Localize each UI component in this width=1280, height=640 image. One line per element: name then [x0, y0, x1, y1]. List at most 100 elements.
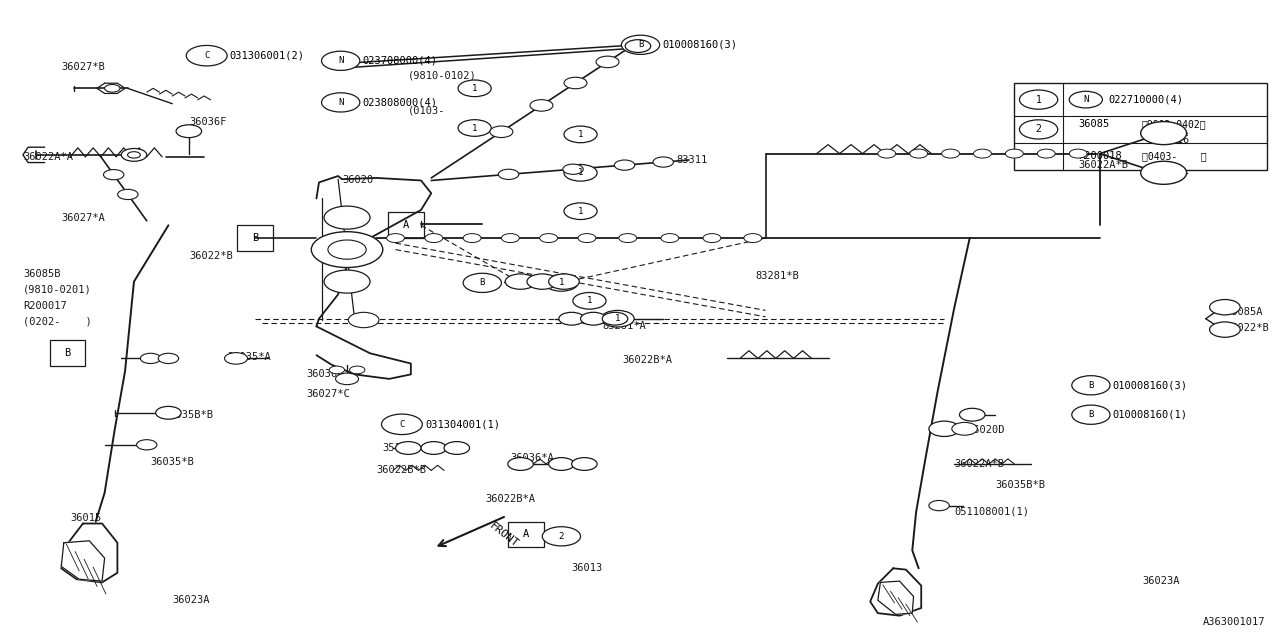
Text: 022710000(4): 022710000(4) — [1108, 95, 1184, 104]
Circle shape — [348, 312, 379, 328]
Text: B: B — [480, 278, 485, 287]
Text: 1: 1 — [559, 278, 564, 287]
Text: 35165A: 35165A — [383, 443, 420, 453]
Text: 010008160(3): 010008160(3) — [1112, 380, 1188, 390]
Circle shape — [187, 45, 227, 66]
Circle shape — [104, 170, 124, 180]
Circle shape — [137, 440, 157, 450]
Circle shape — [579, 234, 596, 243]
Circle shape — [506, 274, 536, 289]
Circle shape — [105, 84, 120, 92]
Text: 023808000(4): 023808000(4) — [362, 97, 438, 108]
Circle shape — [545, 275, 579, 291]
Circle shape — [321, 93, 360, 112]
Text: (9810-0201): (9810-0201) — [23, 285, 92, 295]
Text: 36022B*A: 36022B*A — [485, 494, 535, 504]
Circle shape — [381, 414, 422, 435]
Text: 1: 1 — [577, 168, 584, 177]
Text: C: C — [399, 420, 404, 429]
Circle shape — [1071, 405, 1110, 424]
Circle shape — [929, 421, 960, 436]
Bar — [50, 340, 86, 366]
Circle shape — [1140, 161, 1187, 184]
Text: 023708000(4): 023708000(4) — [362, 56, 438, 66]
Text: 36035*B: 36035*B — [151, 457, 195, 467]
Text: 051108001(1): 051108001(1) — [955, 507, 1029, 517]
Circle shape — [458, 80, 492, 97]
Circle shape — [1069, 149, 1087, 158]
Text: N: N — [338, 98, 343, 107]
Text: 016510250(1): 016510250(1) — [504, 278, 579, 288]
Text: 1: 1 — [577, 130, 584, 139]
Text: 36015: 36015 — [70, 513, 101, 524]
Circle shape — [159, 353, 179, 364]
Circle shape — [1210, 300, 1240, 315]
Text: 2: 2 — [559, 532, 564, 541]
Text: 1: 1 — [577, 207, 584, 216]
Circle shape — [349, 366, 365, 374]
Circle shape — [559, 312, 585, 325]
Text: 1: 1 — [472, 84, 477, 93]
Text: 36016: 36016 — [1158, 134, 1190, 145]
Circle shape — [878, 149, 896, 158]
Circle shape — [564, 77, 588, 89]
Text: R200018: R200018 — [1078, 151, 1121, 161]
Circle shape — [549, 458, 575, 470]
Circle shape — [530, 100, 553, 111]
Text: C: C — [204, 51, 210, 60]
Circle shape — [324, 206, 370, 229]
Circle shape — [156, 406, 182, 419]
Text: 36036*A: 36036*A — [511, 452, 554, 463]
Text: 36027*C: 36027*C — [306, 388, 349, 399]
Circle shape — [564, 164, 598, 181]
Text: N: N — [1083, 95, 1088, 104]
Text: 010008160(3): 010008160(3) — [662, 40, 737, 50]
Circle shape — [1210, 322, 1240, 337]
Text: 36023A: 36023A — [173, 595, 210, 605]
Text: 1: 1 — [472, 124, 477, 132]
Circle shape — [224, 353, 247, 364]
Text: 1: 1 — [614, 314, 621, 323]
Circle shape — [328, 240, 366, 259]
Circle shape — [929, 500, 950, 511]
Text: 36022A*A: 36022A*A — [23, 152, 73, 162]
Circle shape — [141, 353, 161, 364]
Circle shape — [1071, 376, 1110, 395]
Text: 2: 2 — [1036, 124, 1042, 134]
Text: R200017: R200017 — [23, 301, 67, 311]
Circle shape — [128, 152, 141, 158]
Circle shape — [490, 126, 513, 138]
Circle shape — [602, 310, 634, 327]
Circle shape — [1069, 92, 1102, 108]
Circle shape — [177, 125, 201, 138]
Text: (0202-    ): (0202- ) — [23, 317, 92, 327]
Circle shape — [744, 234, 762, 243]
Circle shape — [540, 234, 558, 243]
Circle shape — [1140, 122, 1187, 145]
Circle shape — [564, 126, 598, 143]
Text: B: B — [64, 348, 70, 358]
Text: B: B — [252, 233, 259, 243]
Text: 031304001(1): 031304001(1) — [425, 419, 500, 429]
Text: 83311: 83311 — [676, 155, 708, 165]
Bar — [508, 522, 544, 547]
Circle shape — [564, 203, 598, 220]
Text: 36036F: 36036F — [189, 116, 227, 127]
Text: B: B — [637, 40, 644, 49]
Text: 83281*A: 83281*A — [602, 321, 646, 332]
Circle shape — [1019, 90, 1057, 109]
Circle shape — [527, 274, 558, 289]
Circle shape — [660, 234, 678, 243]
Text: 031306001(2): 031306001(2) — [229, 51, 305, 61]
Text: FRONT: FRONT — [488, 521, 520, 549]
Text: 36022B*A: 36022B*A — [622, 355, 673, 365]
Text: B: B — [1088, 410, 1093, 419]
Circle shape — [508, 458, 534, 470]
Circle shape — [543, 527, 581, 546]
Text: 36022A*B: 36022A*B — [1078, 160, 1128, 170]
Bar — [237, 225, 273, 251]
Circle shape — [952, 422, 978, 435]
Circle shape — [572, 458, 598, 470]
Circle shape — [653, 157, 673, 167]
Circle shape — [311, 232, 383, 268]
